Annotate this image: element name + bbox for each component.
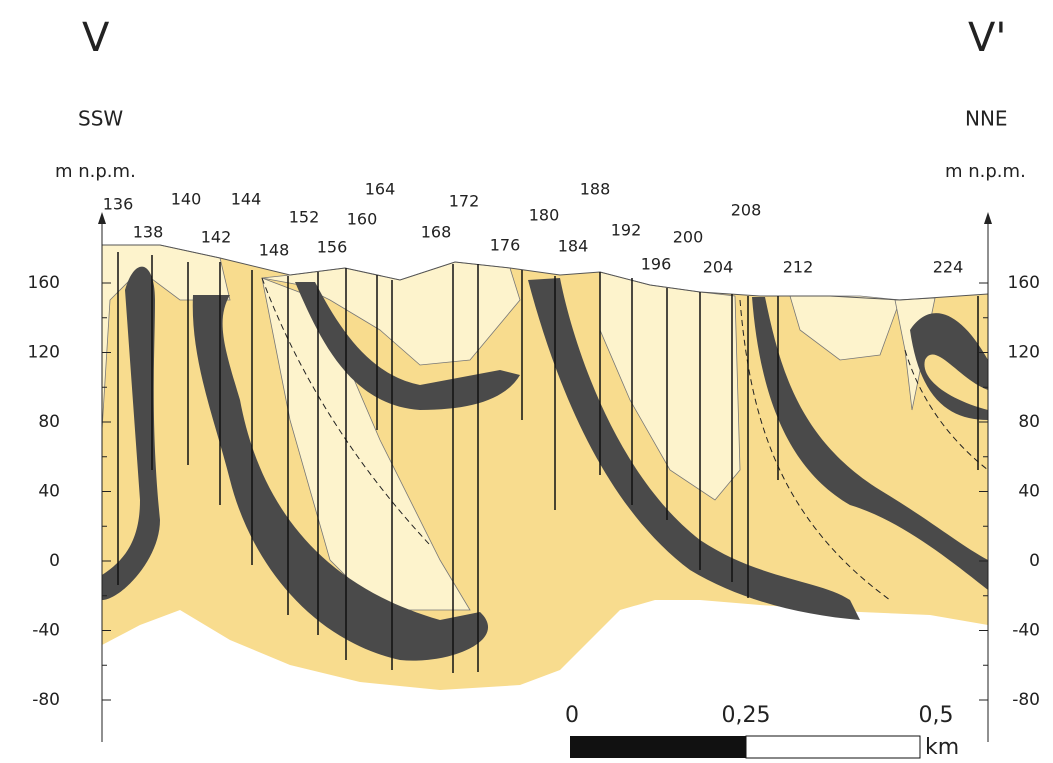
- well-label: 168: [421, 223, 452, 242]
- well-label: 148: [259, 241, 290, 260]
- well-label: 192: [611, 221, 642, 240]
- well-label: 188: [580, 180, 611, 199]
- tick-label: 160: [28, 273, 60, 293]
- well-label: 138: [133, 223, 164, 242]
- tick-label: -80: [1012, 690, 1040, 710]
- tick-label: -40: [1012, 621, 1040, 641]
- tick-label: 40: [1018, 482, 1040, 502]
- well-label: 180: [529, 206, 560, 225]
- well-label: 156: [317, 238, 348, 257]
- left-direction: SSW: [78, 107, 123, 131]
- well-label: 208: [731, 201, 762, 220]
- left-axis-label: m n.p.m.: [55, 161, 136, 182]
- cross-section: V V' SSW NNE m n.p.m. m n.p.m. 0 0,25 0,…: [0, 0, 1053, 763]
- tick-label: 0: [49, 551, 60, 571]
- scale-bar-black: [570, 736, 746, 758]
- well-label: 142: [201, 228, 232, 247]
- tick-label: -80: [32, 690, 60, 710]
- well-label: 160: [347, 210, 378, 229]
- tick-label: 80: [1018, 412, 1040, 432]
- well-label: 184: [558, 237, 589, 256]
- scale-label: 0: [565, 703, 579, 728]
- well-label: 224: [933, 258, 964, 277]
- well-label: 204: [703, 258, 734, 277]
- tick-label: 80: [38, 412, 60, 432]
- scale-bar-white: [746, 736, 920, 758]
- well-label: 176: [490, 236, 521, 255]
- well-label: 140: [171, 190, 202, 209]
- well-label: 200: [673, 228, 704, 247]
- scale-unit: km: [925, 735, 959, 760]
- geology: [102, 245, 988, 690]
- tick-label: 0: [1029, 551, 1040, 571]
- scale-label: 0,25: [722, 703, 771, 728]
- tick-label: 120: [28, 343, 60, 363]
- right-direction: NNE: [965, 107, 1008, 131]
- well-label: 144: [231, 190, 262, 209]
- right-axis-label: m n.p.m.: [945, 161, 1026, 182]
- well-label: 196: [641, 255, 672, 274]
- tick-label: 120: [1008, 343, 1040, 363]
- right-title: V': [968, 15, 1006, 61]
- well-label: 212: [783, 258, 814, 277]
- left-title: V: [82, 15, 110, 61]
- scale-label: 0,5: [919, 703, 954, 728]
- well-label: 136: [103, 195, 134, 214]
- tick-label: 40: [38, 482, 60, 502]
- tick-label: 160: [1008, 273, 1040, 293]
- well-label: 152: [289, 208, 320, 227]
- well-label: 172: [449, 192, 480, 211]
- well-label: 164: [365, 180, 396, 199]
- tick-label: -40: [32, 621, 60, 641]
